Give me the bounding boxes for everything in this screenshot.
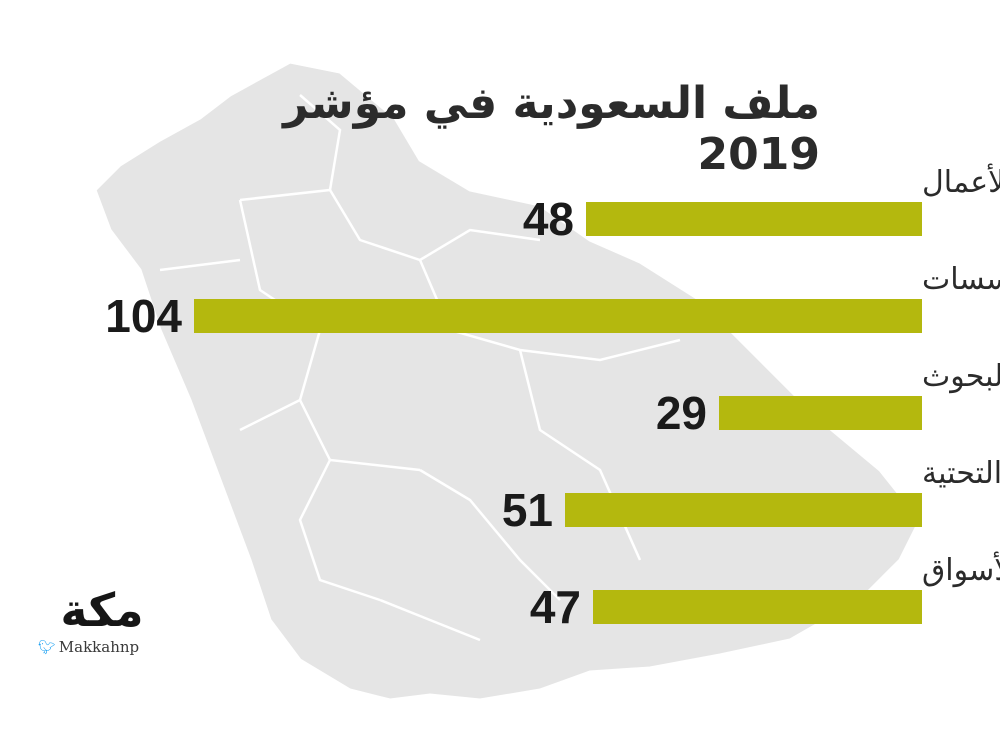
data-label: 51 <box>502 484 553 536</box>
category-label: تطور بيئة الأعمال <box>922 162 1000 200</box>
makkah-logo: مكة 🐦︎ Makkahnp <box>36 584 176 664</box>
category-label: تطور الأسواق <box>922 550 1000 588</box>
map-silhouette <box>93 60 922 702</box>
bar <box>565 493 922 527</box>
category-label: رأس المال البشري والبحوث <box>922 355 1000 394</box>
bar <box>719 396 922 430</box>
data-label: 48 <box>523 193 574 245</box>
data-label: 29 <box>656 387 707 439</box>
category-label: البنية التحتية <box>922 456 1000 491</box>
chart-title: ملف السعودية في مؤشر 2019 <box>283 78 820 180</box>
twitter-bird-icon: 🐦︎ <box>38 640 56 656</box>
bar <box>586 202 922 236</box>
logo-wordmark: مكة <box>60 583 144 637</box>
twitter-handle: 🐦︎ Makkahnp <box>38 638 139 656</box>
bar <box>194 299 922 333</box>
bar <box>593 590 922 624</box>
category-label: المؤسسات <box>922 262 1000 297</box>
data-label: 47 <box>530 581 581 633</box>
data-label: 104 <box>105 290 182 342</box>
twitter-handle-text: Makkahnp <box>58 638 140 656</box>
